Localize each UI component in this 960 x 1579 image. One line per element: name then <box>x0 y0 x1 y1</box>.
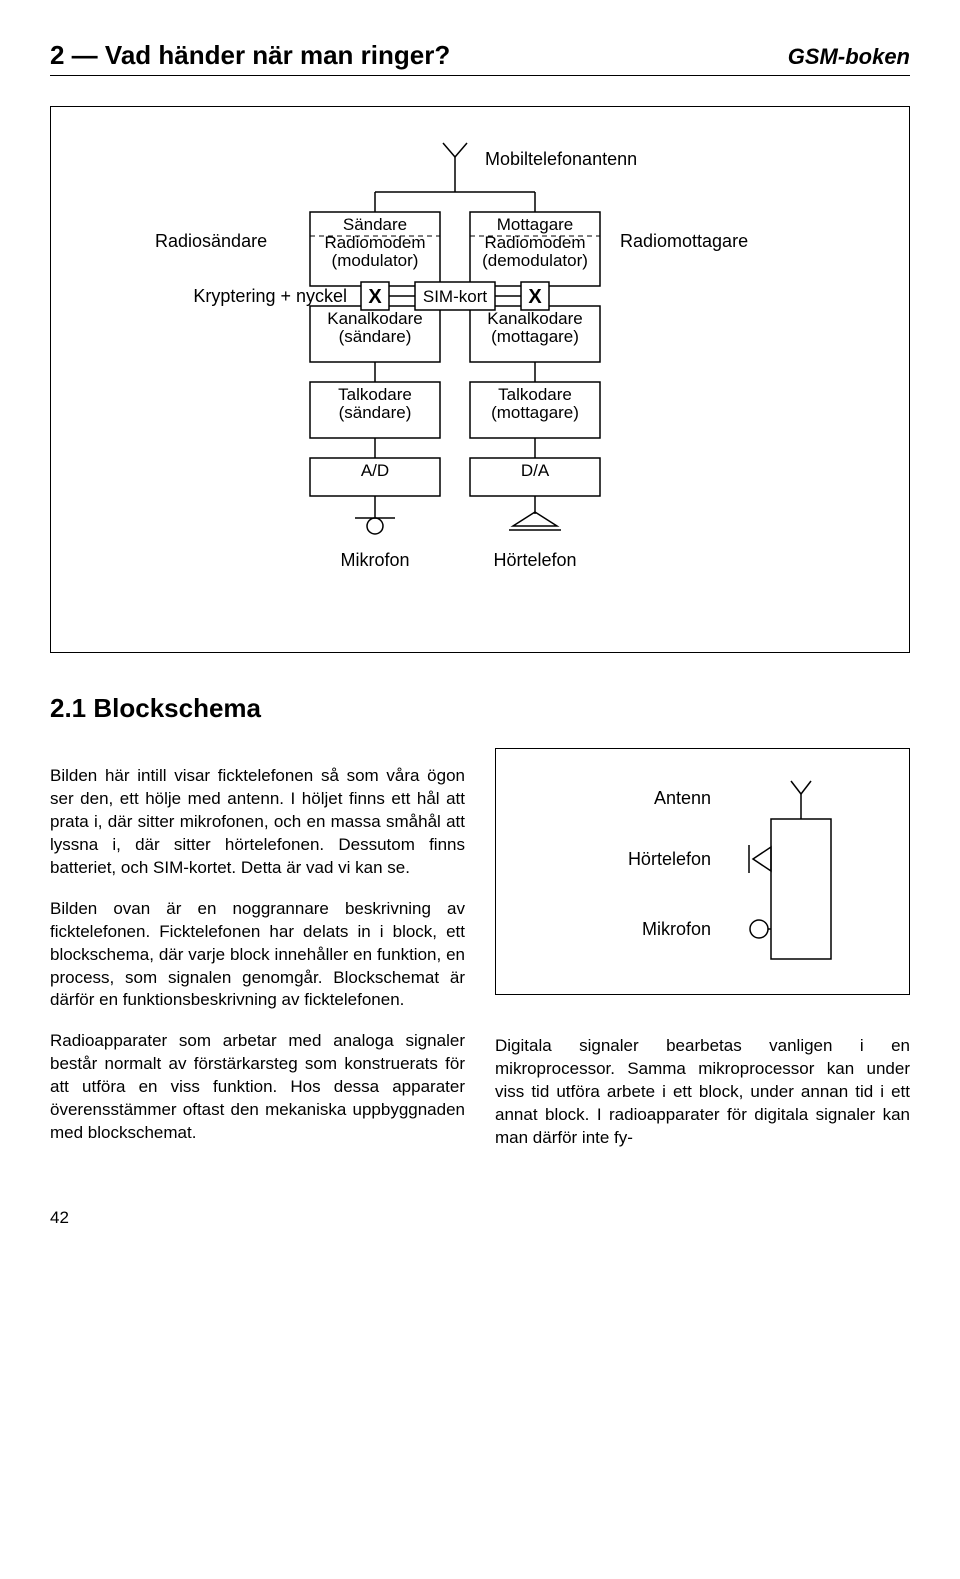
svg-text:Mikrofon: Mikrofon <box>642 919 711 939</box>
svg-text:(modulator): (modulator) <box>332 251 419 270</box>
body-columns: Bilden här intill visar ficktelefonen så… <box>50 748 910 1168</box>
svg-text:Mikrofon: Mikrofon <box>340 550 409 570</box>
paragraph-3: Radioapparater som arbetar med analoga s… <box>50 1030 465 1145</box>
svg-text:Kanalkodare: Kanalkodare <box>327 309 422 328</box>
phone-diagram: Antenn Hörtelefon Mikrofon <box>495 748 910 995</box>
paragraph-2: Bilden ovan är en noggrannare beskrivnin… <box>50 898 465 1013</box>
svg-text:Sändare: Sändare <box>343 215 407 234</box>
svg-text:(sändare): (sändare) <box>339 327 412 346</box>
paragraph-4: Digitala signaler bearbetas vanligen i e… <box>495 1035 910 1150</box>
svg-text:(mottagare): (mottagare) <box>491 327 579 346</box>
svg-text:Radiomodem: Radiomodem <box>484 233 585 252</box>
svg-text:Hörtelefon: Hörtelefon <box>493 550 576 570</box>
phone-diagram-svg: Antenn Hörtelefon Mikrofon <box>511 769 871 969</box>
svg-text:Mottagare: Mottagare <box>497 215 574 234</box>
svg-text:Antenn: Antenn <box>654 788 711 808</box>
svg-text:Hörtelefon: Hörtelefon <box>628 849 711 869</box>
svg-text:(mottagare): (mottagare) <box>491 403 579 422</box>
svg-text:(sändare): (sändare) <box>339 403 412 422</box>
svg-text:X: X <box>528 286 542 308</box>
book-title: GSM-boken <box>788 44 910 70</box>
svg-text:Talkodare: Talkodare <box>498 385 572 404</box>
page-number: 42 <box>50 1208 910 1228</box>
svg-text:X: X <box>368 286 382 308</box>
svg-text:Radiosändare: Radiosändare <box>155 231 267 251</box>
svg-text:Talkodare: Talkodare <box>338 385 412 404</box>
paragraph-1: Bilden här intill visar ficktelefonen så… <box>50 765 465 880</box>
chapter-title: 2 — Vad händer när man ringer? <box>50 40 450 71</box>
svg-text:Radiomodem: Radiomodem <box>324 233 425 252</box>
svg-text:Kanalkodare: Kanalkodare <box>487 309 582 328</box>
svg-text:SIM-kort: SIM-kort <box>423 287 488 306</box>
svg-text:A/D: A/D <box>361 461 389 480</box>
svg-text:(demodulator): (demodulator) <box>482 251 588 270</box>
svg-text:Radiomottagare: Radiomottagare <box>620 231 748 251</box>
svg-text:Mobiltelefonantenn: Mobiltelefonantenn <box>485 149 637 169</box>
right-column: Antenn Hörtelefon Mikrofon Digitala signal… <box>495 748 910 1168</box>
section-heading: 2.1 Blockschema <box>50 693 910 724</box>
left-column: Bilden här intill visar ficktelefonen så… <box>50 748 465 1168</box>
main-block-diagram: Mobiltelefonantenn Radiosändare Radiomotta… <box>50 106 910 653</box>
svg-text:D/A: D/A <box>521 461 550 480</box>
svg-text:Kryptering + nyckel: Kryptering + nyckel <box>193 286 347 306</box>
block-diagram-svg: Mobiltelefonantenn Radiosändare Radiomotta… <box>120 137 840 627</box>
page-header: 2 — Vad händer när man ringer? GSM-boken <box>50 40 910 76</box>
